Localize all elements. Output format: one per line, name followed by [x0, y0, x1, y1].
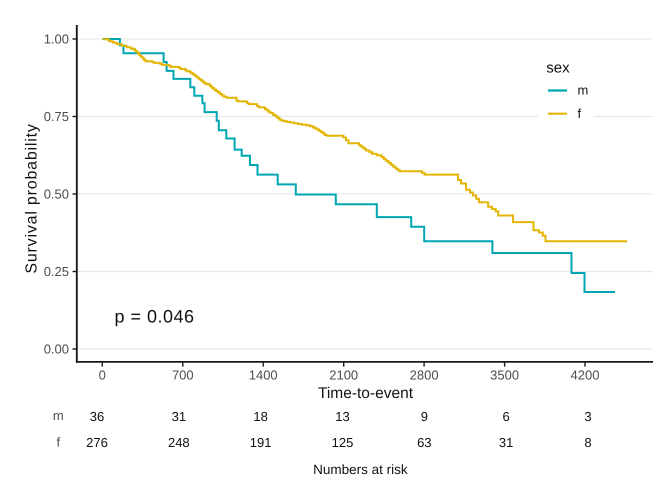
svg-text:9: 9 — [421, 409, 428, 424]
svg-text:6: 6 — [503, 409, 510, 424]
svg-text:63: 63 — [417, 435, 431, 450]
svg-text:31: 31 — [499, 435, 513, 450]
svg-text:700: 700 — [172, 368, 194, 383]
svg-text:1.00: 1.00 — [44, 32, 69, 47]
svg-text:191: 191 — [250, 435, 272, 450]
svg-text:Numbers at risk: Numbers at risk — [313, 462, 408, 477]
svg-text:31: 31 — [172, 409, 186, 424]
svg-text:m: m — [53, 408, 64, 423]
svg-text:3: 3 — [584, 409, 591, 424]
svg-text:248: 248 — [168, 435, 190, 450]
svg-text:125: 125 — [332, 435, 354, 450]
svg-text:sex: sex — [546, 59, 570, 76]
svg-text:18: 18 — [253, 409, 267, 424]
svg-text:36: 36 — [90, 409, 104, 424]
svg-text:1400: 1400 — [249, 368, 278, 383]
svg-text:0.00: 0.00 — [44, 342, 69, 357]
svg-text:f: f — [56, 435, 60, 450]
svg-text:2800: 2800 — [410, 368, 439, 383]
svg-text:3500: 3500 — [490, 368, 519, 383]
svg-text:m: m — [578, 83, 589, 98]
svg-text:Survival probability: Survival probability — [23, 123, 40, 273]
svg-text:Time-to-event: Time-to-event — [318, 385, 414, 402]
svg-text:2100: 2100 — [329, 368, 358, 383]
svg-text:0.25: 0.25 — [44, 264, 69, 279]
svg-text:13: 13 — [335, 409, 349, 424]
svg-text:4200: 4200 — [571, 368, 600, 383]
svg-text:p = 0.046: p = 0.046 — [115, 306, 195, 326]
svg-text:f: f — [578, 106, 582, 121]
svg-text:0: 0 — [99, 368, 106, 383]
svg-text:0.50: 0.50 — [44, 187, 69, 202]
svg-text:8: 8 — [584, 435, 591, 450]
svg-text:276: 276 — [86, 435, 108, 450]
svg-text:0.75: 0.75 — [44, 109, 69, 124]
